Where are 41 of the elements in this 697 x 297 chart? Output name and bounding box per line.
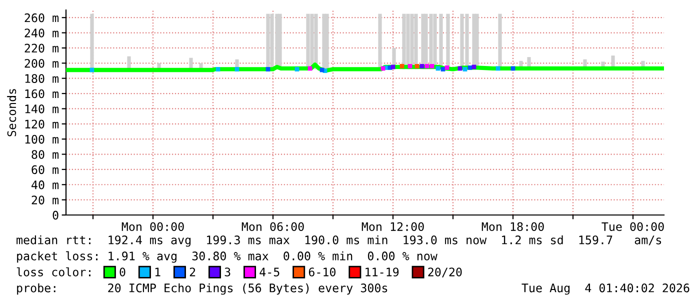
text: packet loss: 1.91 % avg 30.80 % max 0.00 % min 0.00 % now (17, 251, 438, 263)
legend-label: 6-10 (308, 268, 336, 276)
text: Tue Aug 4 01:40:02 2026 (522, 284, 690, 295)
y-tick-label: 200 m (24, 58, 58, 68)
bar (270, 14, 274, 70)
y-tick-label: 0 (52, 210, 58, 220)
x-tick-label: Mon 12:00 (362, 222, 424, 232)
x-tick-label: Mon 18:00 (482, 222, 544, 232)
bar (325, 14, 329, 70)
y-axis-title: Seconds (7, 89, 16, 136)
y-tick-label: 260 m (24, 13, 58, 22)
y-tick-label: 160 m (25, 89, 58, 98)
y-tick-label: 180 m (25, 74, 58, 83)
y-tick-label: 20 m (32, 196, 58, 204)
legend-label: 20/20 (428, 268, 462, 278)
y-tick-label: 120 m (25, 120, 58, 129)
bar (90, 14, 94, 70)
y-tick-label: 40 m (32, 180, 58, 190)
y-tick-label: 140 m (25, 104, 58, 114)
legend-label: 4-5 (260, 268, 280, 276)
legend-label: 11-19 (366, 268, 399, 276)
bar (314, 14, 318, 70)
legend-label: 1 (155, 268, 160, 276)
y-tick-label: 100 m (25, 134, 58, 144)
legend-label: 2 (190, 268, 196, 276)
bar (127, 56, 131, 70)
x-tick-label: Mon 06:00 (242, 222, 304, 232)
x-tick-label: Mon 00:00 (122, 222, 184, 232)
bar (189, 58, 193, 70)
legend-label: 3 (224, 268, 230, 276)
y-tick-label: 60 m (32, 165, 58, 174)
x-tick-label: Tue 00:00 (602, 222, 664, 232)
legend-title: loss color: (16, 267, 90, 276)
text: probe: 20 ICMP Echo Pings (56 Bytes) every 300s (17, 283, 388, 295)
legend-label: 0 (120, 268, 126, 276)
bar (378, 14, 382, 70)
y-tick-label: 220 m (24, 44, 58, 53)
text: median rtt: 192.4 ms avg 199.3 ms max 190.0 ms min 193.0 ms now 1.2 ms sd 159.7 am/s (16, 235, 662, 247)
line-series (66, 62, 664, 73)
y-tick-label: 240 m (24, 28, 58, 38)
y-tick-label: 80 m (32, 150, 58, 159)
